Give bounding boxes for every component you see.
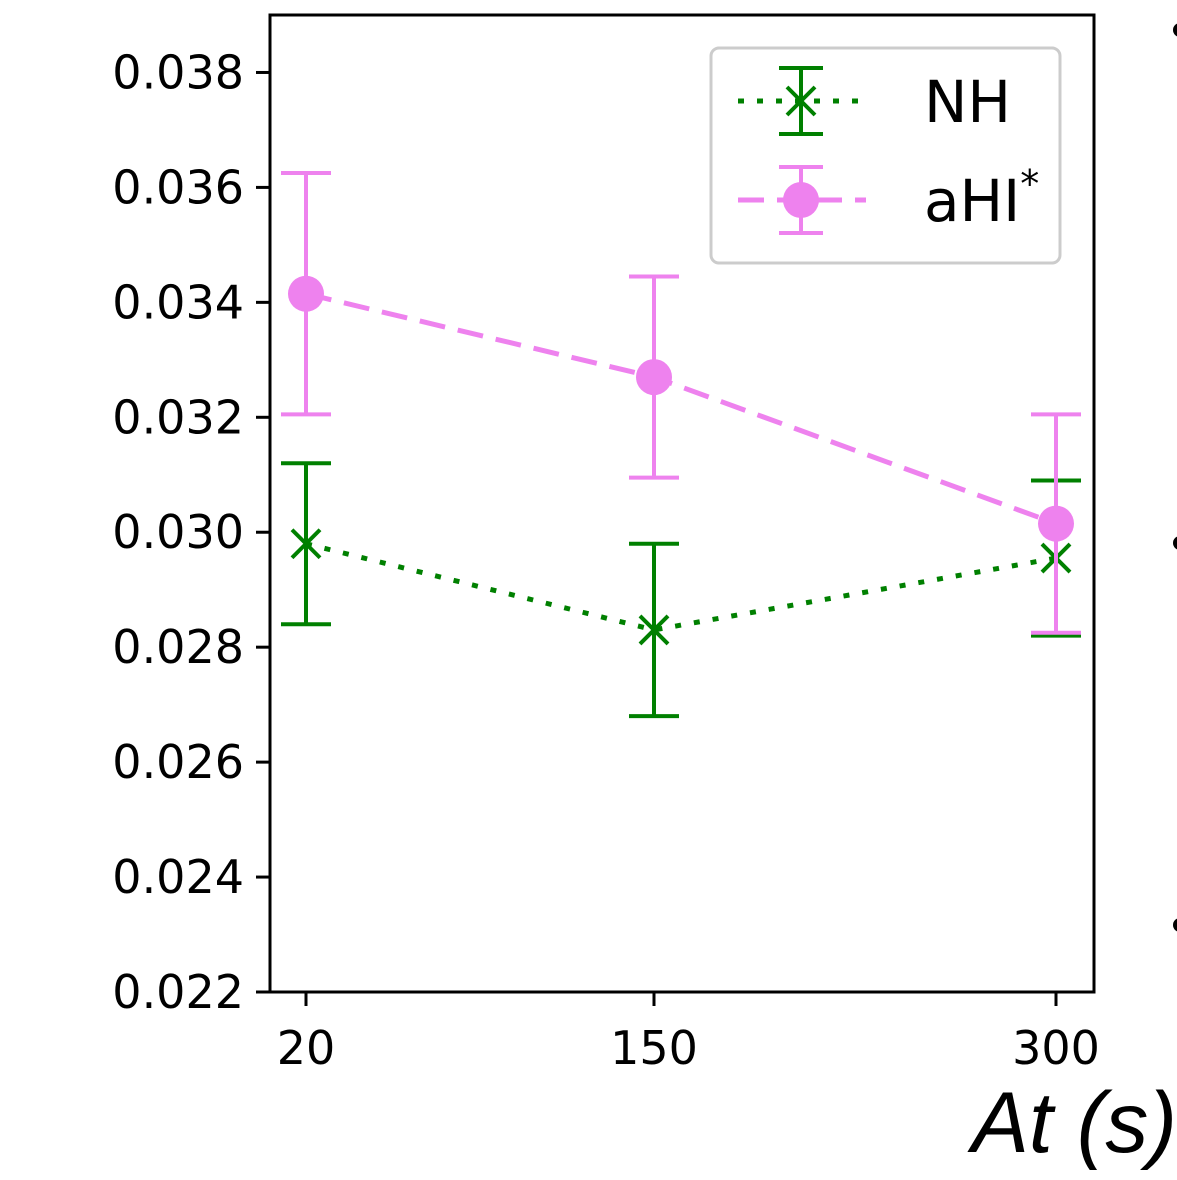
x-axis-title: At (s) [967, 1075, 1177, 1171]
data-point [638, 614, 670, 646]
plot-area: 0.022 0.024 0.026 0.028 0.030 0.032 0.034 0.036… [112, 13, 1100, 1075]
legend-item: aHI* [738, 162, 1039, 235]
y-tick-label: 0.026 [112, 735, 244, 789]
data-point [636, 359, 672, 396]
y-tick-label: 0.022 [112, 965, 244, 1019]
legend-label: aHI* [924, 162, 1039, 235]
legend-label: NH [924, 68, 1011, 136]
data-point [290, 528, 322, 560]
x-tick-label: 300 [1012, 1021, 1100, 1075]
legend-marker [785, 85, 817, 117]
y-tick-label: 0.030 [112, 505, 244, 559]
axes-frame [268, 13, 1096, 994]
y-tick-label: 0.034 [112, 275, 244, 329]
legend-item: NH [738, 66, 1011, 136]
series-0 [281, 461, 1081, 719]
y-tick-label: 0.036 [112, 160, 244, 214]
x-tick-label: 150 [610, 1021, 698, 1075]
series-line [305, 291, 1057, 526]
series-1 [281, 171, 1081, 635]
right-edge-fragments [1173, 23, 1177, 932]
legend-label-superscript: * [1020, 162, 1039, 206]
y-tick-label: 0.024 [112, 850, 244, 904]
legend-marker [783, 182, 819, 218]
y-tick-label: 0.028 [112, 620, 244, 674]
data-point [1038, 505, 1074, 542]
x-tick-label: 20 [277, 1021, 336, 1075]
series-line [305, 541, 1057, 633]
legend: NH aHI* [709, 46, 1062, 265]
y-tick-label: 0.032 [112, 390, 244, 444]
data-point [288, 275, 324, 312]
y-tick-label: 0.038 [112, 45, 244, 99]
